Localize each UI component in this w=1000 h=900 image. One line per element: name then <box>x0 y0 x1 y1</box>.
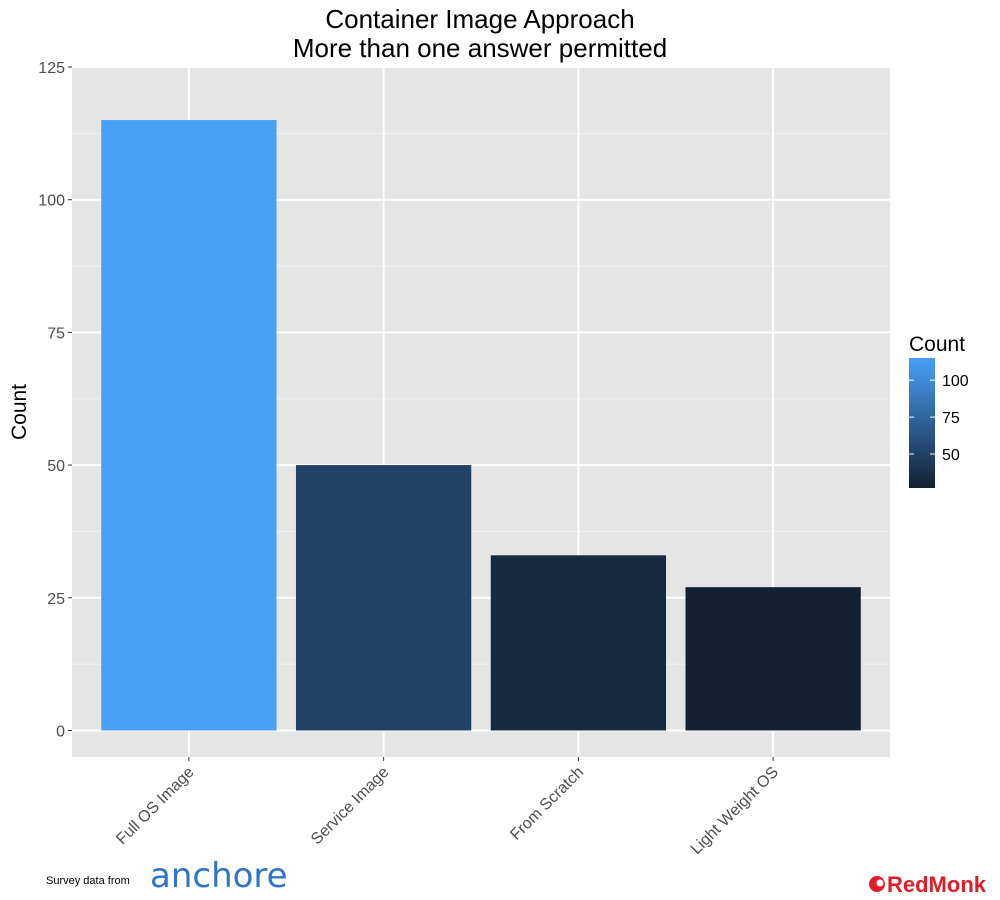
x-tick-label: Light Weight OS <box>688 764 782 858</box>
y-tick-label: 0 <box>56 723 65 740</box>
legend-tick-label: 50 <box>942 447 960 464</box>
y-axis: 0 25 50 75 100 125 <box>38 60 72 740</box>
legend-tick-label: 100 <box>942 373 969 390</box>
y-tick-label: 25 <box>47 591 65 608</box>
bar <box>101 120 277 731</box>
bar <box>295 465 472 731</box>
y-tick-label: 50 <box>47 458 65 475</box>
anchore-logo: anchore <box>150 856 288 896</box>
credit-text: Survey data from <box>46 875 130 887</box>
bar <box>685 587 861 731</box>
bar <box>490 555 667 731</box>
legend-title: Count <box>909 333 965 356</box>
x-axis: Full OS Image Service Image From Scratch Li… <box>113 757 782 858</box>
x-tick-label: From Scratch <box>507 764 587 844</box>
x-tick-label: Full OS Image <box>113 764 197 848</box>
x-tick-label: Service Image <box>308 764 392 848</box>
chart-subtitle: More than one answer permitted <box>293 33 667 63</box>
redmonk-logo-text: RedMonk <box>887 872 987 897</box>
legend-colorbar <box>909 358 935 488</box>
y-tick-label: 100 <box>38 193 65 210</box>
redmonk-logo: RedMonk <box>869 872 987 897</box>
legend-ticks: 50 75 100 <box>909 373 969 464</box>
y-tick-label: 75 <box>47 325 65 342</box>
y-axis-title: Count <box>8 384 31 440</box>
bars <box>101 120 861 731</box>
y-tick-label: 125 <box>38 60 65 77</box>
chart-title: Container Image Approach <box>325 4 634 34</box>
legend-tick-label: 75 <box>942 410 960 427</box>
